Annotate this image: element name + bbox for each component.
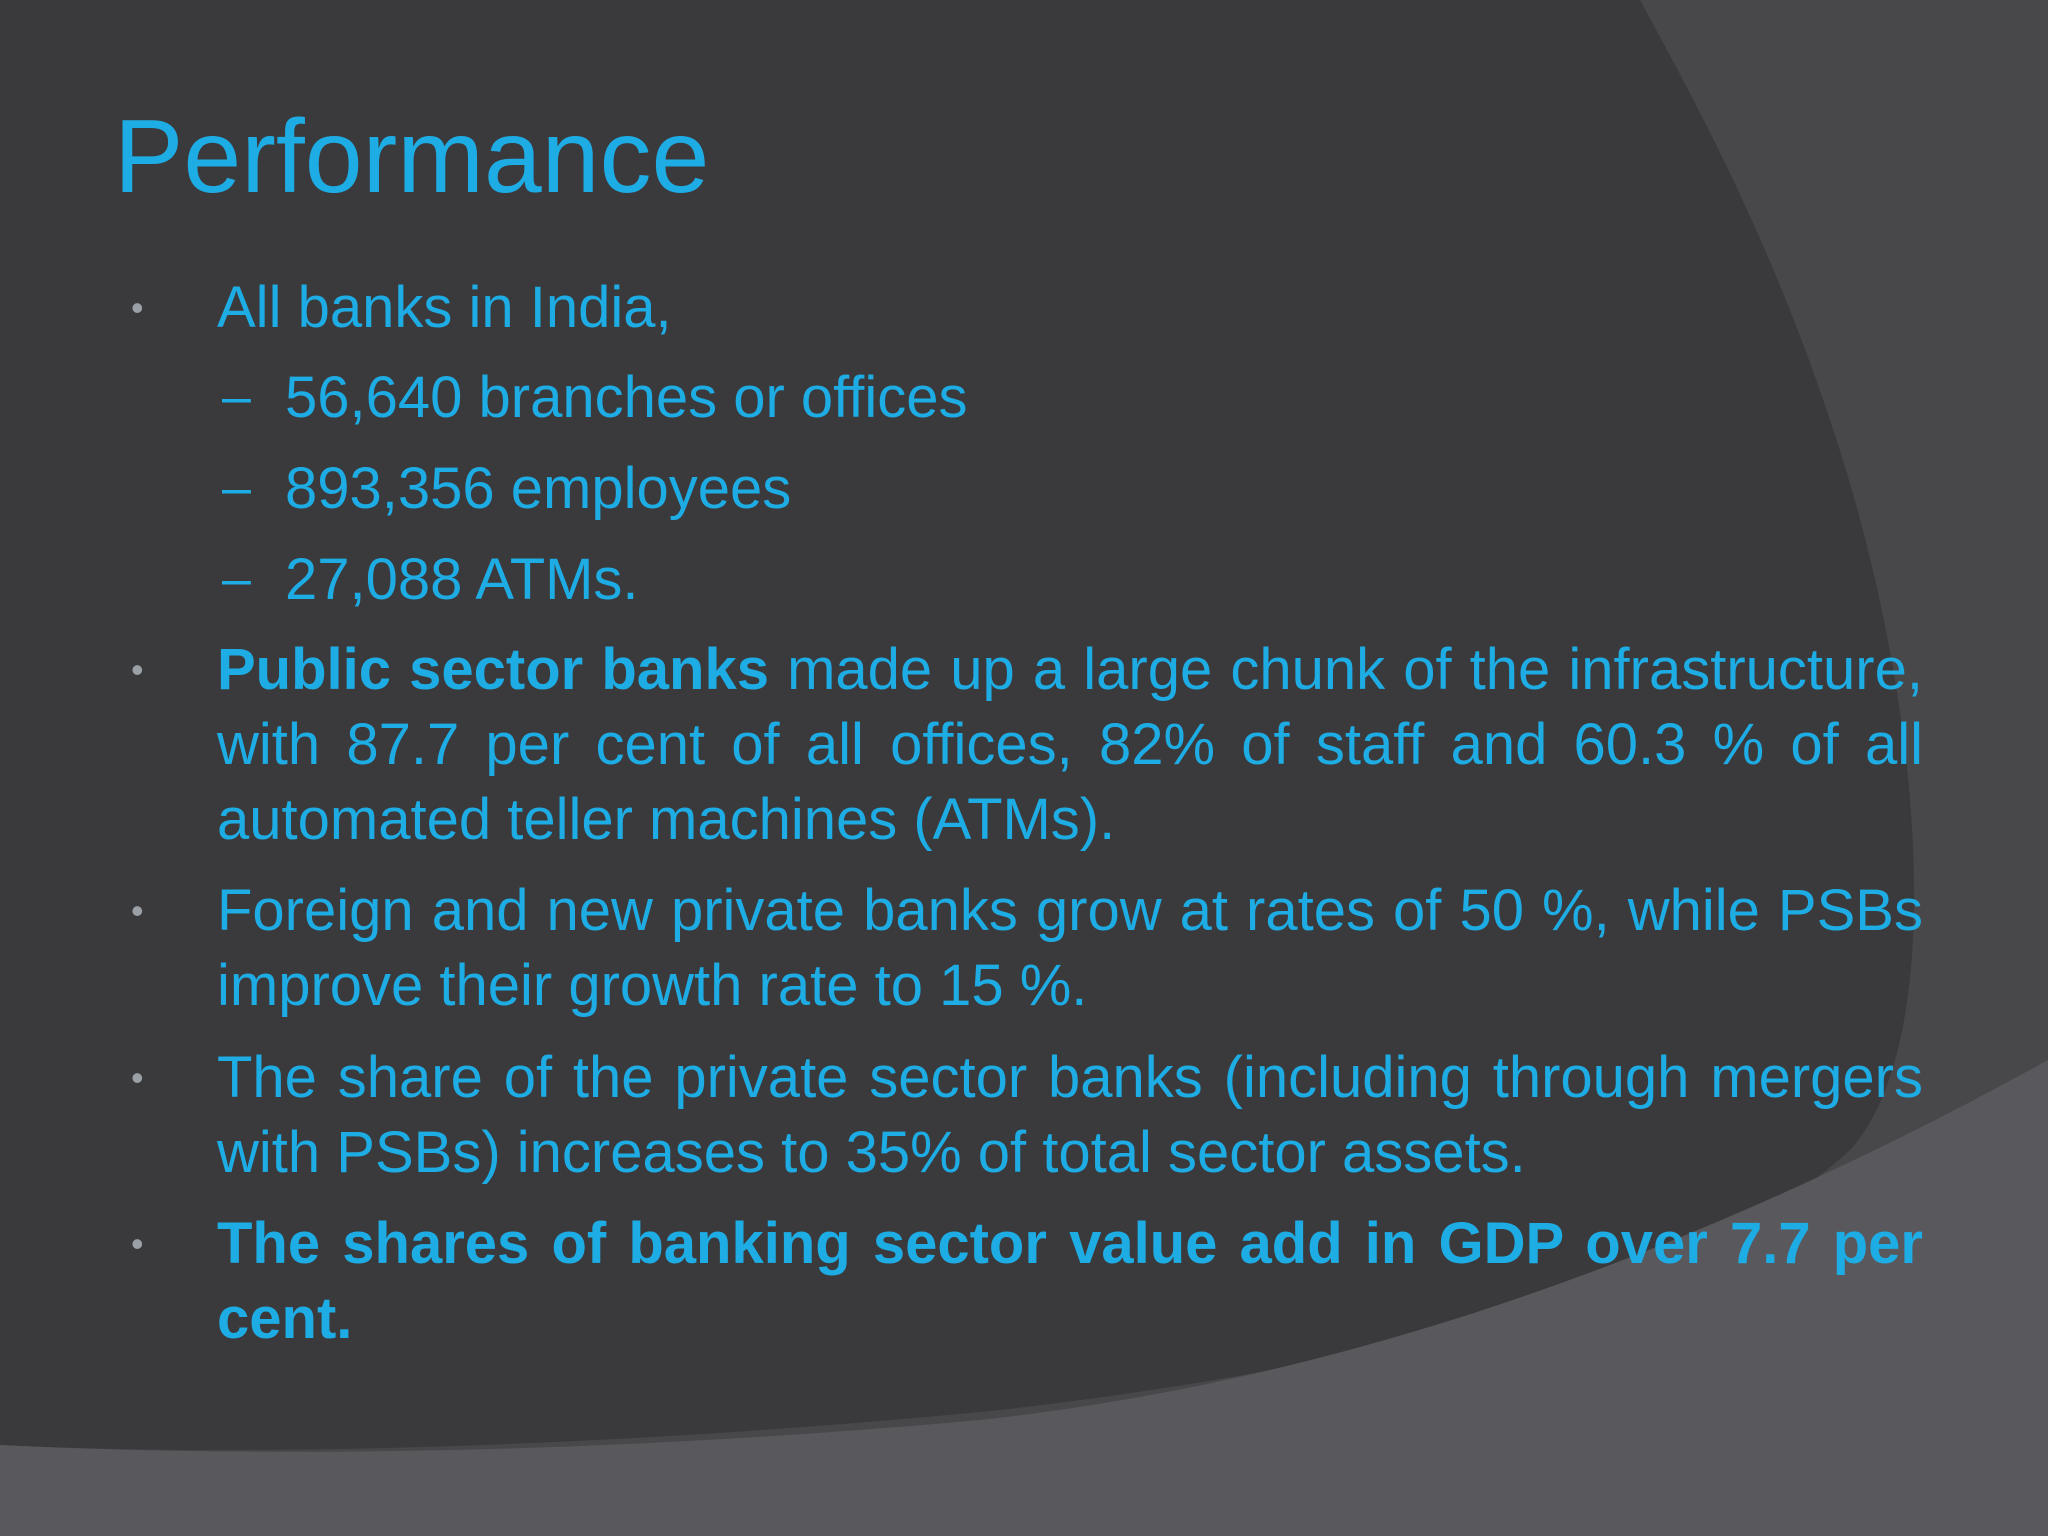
- sub-item-atms: 27,088 ATMs.: [285, 547, 639, 612]
- bullet-item-foreign-private: Foreign and new private banks grow at ra…: [217, 878, 1923, 1018]
- sub-bullet-dash: –: [222, 459, 251, 517]
- sub-item-branches: 56,640 branches or offices: [285, 365, 968, 430]
- background-lower-band: [0, 1060, 2048, 1536]
- bullet-text: made up a large chunk of the infrastruct…: [217, 637, 1923, 852]
- bold-lead-text: Public sector banks: [217, 637, 769, 702]
- bullet-item-public-sector: Public sector banks made up a large chun…: [217, 632, 1923, 857]
- slide-title: Performance: [114, 99, 710, 215]
- bullet-dot: •: [131, 1057, 144, 1098]
- sub-bullet-dash: –: [222, 550, 251, 608]
- sub-item-employees: 893,356 employees: [285, 456, 792, 521]
- bullet-dot: •: [131, 890, 144, 931]
- bullet-item-private-share: The share of the private sector banks (i…: [217, 1045, 1923, 1185]
- bullet-item-gdp-share: The shares of banking sector value add i…: [217, 1211, 1923, 1351]
- bullet-item-all-banks: All banks in India,: [217, 275, 672, 340]
- sub-bullet-dash: –: [222, 368, 251, 426]
- bullet-dot: •: [131, 287, 144, 328]
- bullet-dot: •: [131, 1223, 144, 1264]
- bullet-dot: •: [131, 649, 144, 690]
